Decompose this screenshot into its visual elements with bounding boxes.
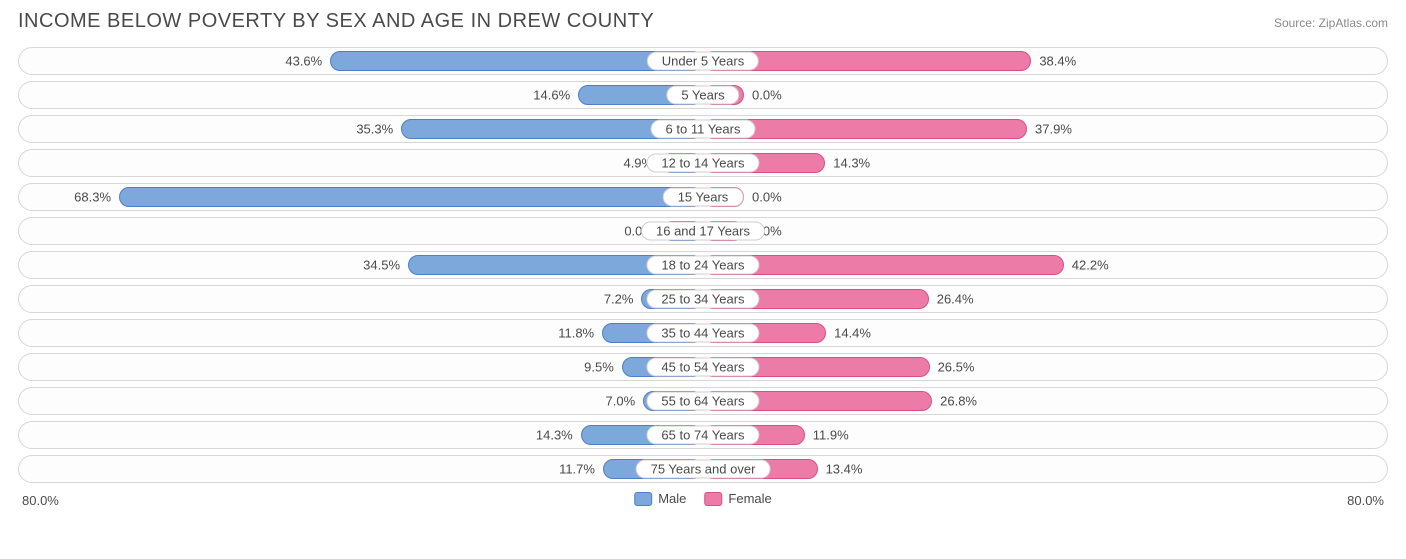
legend-swatch-female [704, 492, 722, 506]
female-value: 38.4% [1039, 54, 1076, 69]
chart-row: 4.9%14.3%12 to 14 Years [18, 149, 1388, 177]
male-value: 9.5% [584, 360, 614, 375]
chart-row: 11.7% 13.4% 75 Years and over [18, 455, 1388, 483]
female-value: 37.9% [1035, 122, 1072, 137]
female-value: 0.0% [752, 190, 782, 205]
category-label: 18 to 24 Years [646, 256, 759, 275]
category-label: 12 to 14 Years [646, 154, 759, 173]
male-value: 14.3% [536, 428, 573, 443]
female-value: 0.0% [752, 88, 782, 103]
male-value: 34.5% [363, 258, 400, 273]
chart-source: Source: ZipAtlas.com [1274, 16, 1388, 30]
chart-row: 14.6% 0.0% 5 Years [18, 81, 1388, 109]
chart-title: INCOME BELOW POVERTY BY SEX AND AGE IN D… [18, 10, 654, 33]
male-value: 11.8% [558, 326, 594, 341]
category-label: 25 to 34 Years [646, 290, 759, 309]
chart-row: 7.0% 26.8% 55 to 64 Years [18, 387, 1388, 415]
chart-row: 34.5% 42.2% 18 to 24 Years [18, 251, 1388, 279]
legend-swatch-male [634, 492, 652, 506]
chart-header: INCOME BELOW POVERTY BY SEX AND AGE IN D… [18, 10, 1388, 33]
category-label: Under 5 Years [647, 52, 759, 71]
diverging-bar-chart: 43.6% 38.4% Under 5 Years 14.6% 0.0% 5 Years 3… [18, 47, 1388, 483]
legend-item-female: Female [704, 491, 771, 506]
chart-row: 11.8% 14.4% 35 to 44 Years [18, 319, 1388, 347]
category-label: 35 to 44 Years [646, 324, 759, 343]
female-value: 42.2% [1072, 258, 1109, 273]
male-value: 68.3% [74, 190, 111, 205]
chart-row: 68.3% 0.0% 15 Years [18, 183, 1388, 211]
chart-row: 0.0%0.0%16 and 17 Years [18, 217, 1388, 245]
female-value: 26.4% [937, 292, 974, 307]
category-label: 5 Years [666, 86, 739, 105]
female-value: 26.5% [938, 360, 975, 375]
chart-row: 14.3% 11.9% 65 to 74 Years [18, 421, 1388, 449]
male-value: 7.2% [604, 292, 634, 307]
male-value: 14.6% [533, 88, 570, 103]
category-label: 16 and 17 Years [641, 222, 765, 241]
chart-footer: 80.0% Male Female 80.0% [18, 489, 1388, 517]
female-value: 13.4% [826, 462, 863, 477]
legend: Male Female [634, 491, 772, 506]
category-label: 6 to 11 Years [651, 120, 756, 139]
chart-row: 35.3% 37.9% 6 to 11 Years [18, 115, 1388, 143]
legend-item-male: Male [634, 491, 686, 506]
category-label: 75 Years and over [636, 460, 771, 479]
chart-row: 43.6% 38.4% Under 5 Years [18, 47, 1388, 75]
category-label: 15 Years [663, 188, 744, 207]
legend-label-female: Female [728, 491, 771, 506]
male-value: 11.7% [559, 462, 595, 477]
category-label: 65 to 74 Years [646, 426, 759, 445]
axis-max-left: 80.0% [22, 493, 59, 508]
chart-row: 9.5% 26.5% 45 to 54 Years [18, 353, 1388, 381]
female-value: 26.8% [940, 394, 977, 409]
male-value: 35.3% [356, 122, 393, 137]
axis-max-right: 80.0% [1347, 493, 1384, 508]
male-value: 43.6% [285, 54, 322, 69]
female-value: 11.9% [813, 428, 849, 443]
female-value: 14.4% [834, 326, 871, 341]
chart-row: 7.2% 26.4% 25 to 34 Years [18, 285, 1388, 313]
male-bar [119, 187, 703, 207]
category-label: 55 to 64 Years [646, 392, 759, 411]
legend-label-male: Male [658, 491, 686, 506]
female-value: 14.3% [833, 156, 870, 171]
category-label: 45 to 54 Years [646, 358, 759, 377]
male-value: 7.0% [606, 394, 636, 409]
